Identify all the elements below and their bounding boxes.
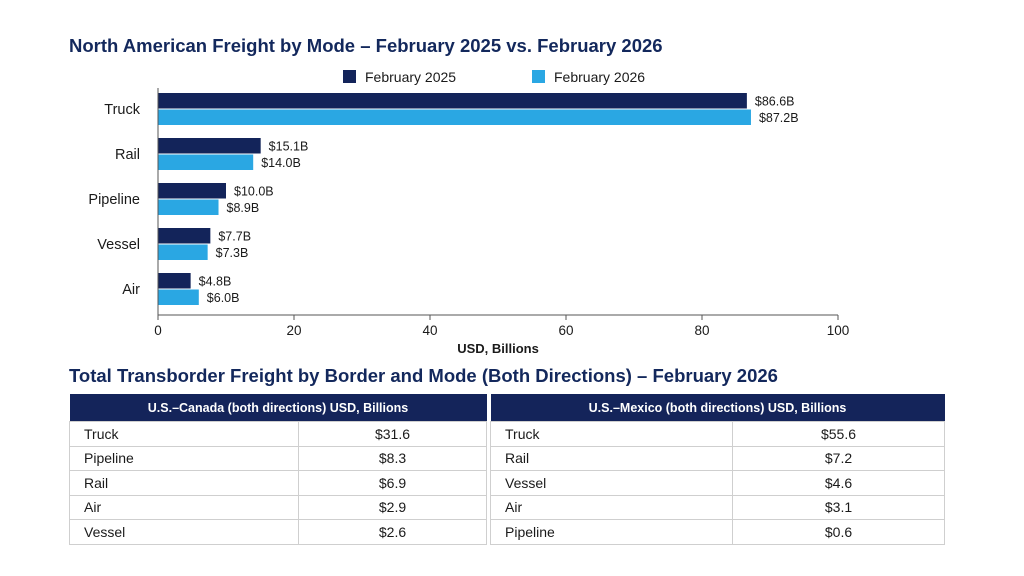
mexico-freight-table: U.S.–Mexico (both directions) USD, Billi… bbox=[490, 394, 945, 545]
category-label: Pipeline bbox=[88, 192, 140, 208]
category-label: Truck bbox=[104, 102, 140, 118]
table-section-title: Total Transborder Freight by Border and … bbox=[69, 365, 778, 386]
mode-cell: Air bbox=[490, 494, 733, 520]
data-label: $87.2B bbox=[759, 111, 799, 125]
value-cell: $7.2 bbox=[732, 445, 945, 471]
data-label: $15.1B bbox=[269, 139, 309, 153]
table-row: Air $3.1 bbox=[490, 494, 945, 520]
table-row: Rail $7.2 bbox=[490, 445, 945, 471]
bar bbox=[158, 138, 261, 154]
mode-cell: Truck bbox=[69, 421, 299, 447]
bar-chart: February 2025 February 2026 Truck $86.6B $87… bbox=[88, 69, 850, 356]
category-label: Rail bbox=[115, 147, 140, 163]
table-row: Vessel $2.6 bbox=[69, 519, 487, 545]
value-cell: $2.6 bbox=[298, 519, 487, 545]
x-tick-label: 40 bbox=[422, 323, 437, 338]
mode-cell: Vessel bbox=[69, 519, 299, 545]
data-label: $8.9B bbox=[227, 201, 260, 215]
x-tick-label: 20 bbox=[286, 323, 301, 338]
value-cell: $6.9 bbox=[298, 470, 487, 496]
data-label: $6.0B bbox=[207, 291, 240, 305]
legend-swatch bbox=[343, 70, 356, 83]
bar bbox=[158, 183, 226, 199]
table-row: Rail $6.9 bbox=[69, 470, 487, 496]
x-tick-label: 0 bbox=[154, 323, 162, 338]
value-cell: $2.9 bbox=[298, 494, 487, 520]
bar bbox=[158, 289, 199, 305]
mode-cell: Truck bbox=[490, 421, 733, 447]
mode-cell: Pipeline bbox=[490, 519, 733, 545]
bar bbox=[158, 228, 211, 244]
value-cell: $55.6 bbox=[732, 421, 945, 447]
value-cell: $0.6 bbox=[732, 519, 945, 545]
table-row: Air $2.9 bbox=[69, 494, 487, 520]
bar bbox=[158, 93, 747, 109]
data-label: $86.6B bbox=[755, 94, 795, 108]
mexico-table-header: U.S.–Mexico (both directions) USD, Billi… bbox=[490, 394, 945, 422]
value-cell: $31.6 bbox=[298, 421, 487, 447]
mode-cell: Rail bbox=[490, 445, 733, 471]
x-axis-label: USD, Billions bbox=[457, 341, 539, 356]
bar bbox=[158, 244, 208, 260]
legend-label: February 2026 bbox=[554, 69, 645, 85]
table-row: Pipeline $8.3 bbox=[69, 445, 487, 471]
data-label: $7.3B bbox=[216, 246, 249, 260]
legend-swatch bbox=[532, 70, 545, 83]
x-tick-label: 60 bbox=[558, 323, 573, 338]
data-label: $10.0B bbox=[234, 184, 274, 198]
table-row: Pipeline $0.6 bbox=[490, 519, 945, 545]
mode-cell: Pipeline bbox=[69, 445, 299, 471]
table-row: Truck $31.6 bbox=[69, 421, 487, 447]
data-label: $14.0B bbox=[261, 156, 301, 170]
mode-cell: Rail bbox=[69, 470, 299, 496]
table-row: Truck $55.6 bbox=[490, 421, 945, 447]
chart-title: North American Freight by Mode – Februar… bbox=[69, 35, 663, 56]
mode-cell: Air bbox=[69, 494, 299, 520]
bar bbox=[158, 154, 254, 170]
value-cell: $4.6 bbox=[732, 470, 945, 496]
data-label: $7.7B bbox=[218, 229, 251, 243]
x-tick-label: 100 bbox=[827, 323, 850, 338]
x-tick-label: 80 bbox=[694, 323, 709, 338]
bar bbox=[158, 273, 191, 289]
bar bbox=[158, 109, 751, 125]
category-label: Vessel bbox=[97, 237, 140, 253]
data-label: $4.8B bbox=[199, 274, 232, 288]
category-label: Air bbox=[122, 282, 140, 298]
legend-label: February 2025 bbox=[365, 69, 456, 85]
canada-table-header: U.S.–Canada (both directions) USD, Billi… bbox=[69, 394, 487, 422]
table-row: Vessel $4.6 bbox=[490, 470, 945, 496]
value-cell: $8.3 bbox=[298, 445, 487, 471]
mode-cell: Vessel bbox=[490, 470, 733, 496]
bar bbox=[158, 199, 219, 215]
canada-freight-table: U.S.–Canada (both directions) USD, Billi… bbox=[69, 394, 487, 545]
value-cell: $3.1 bbox=[732, 494, 945, 520]
